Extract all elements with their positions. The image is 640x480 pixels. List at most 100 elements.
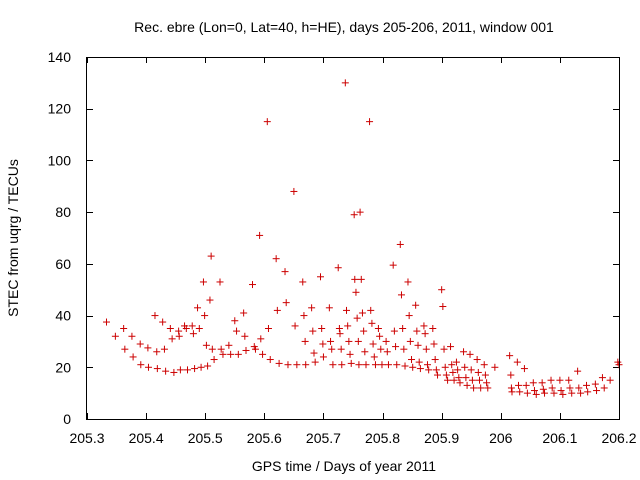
data-point [183, 366, 191, 374]
data-point [416, 365, 424, 373]
chart-title: Rec. ebre (Lon=0, Lat=40, h=HE), days 20… [134, 19, 554, 35]
plot-frame [86, 57, 620, 420]
data-point [413, 327, 421, 335]
data-point [456, 379, 464, 387]
data-point [309, 327, 317, 335]
data-point [371, 361, 379, 369]
data-point [263, 118, 271, 126]
data-point [175, 327, 183, 335]
x-tick-label: 205.8 [365, 430, 400, 446]
data-point [439, 303, 447, 311]
data-point [468, 376, 476, 384]
data-point [480, 361, 488, 369]
data-point [591, 380, 599, 388]
data-point [264, 325, 272, 332]
data-point [460, 348, 468, 356]
data-point [273, 306, 281, 314]
data-point [420, 322, 428, 330]
data-point [338, 361, 346, 369]
data-point [308, 304, 316, 312]
data-point [377, 345, 385, 353]
data-point [311, 358, 319, 366]
data-point [530, 387, 538, 395]
data-point [128, 332, 136, 340]
data-point [584, 388, 592, 396]
data-point [281, 268, 289, 276]
x-tick-label: 205.7 [306, 430, 341, 446]
data-point [414, 341, 422, 349]
data-point [475, 376, 483, 384]
data-point [328, 345, 336, 353]
data-point [522, 381, 530, 389]
data-point [291, 322, 299, 330]
data-point [188, 322, 196, 330]
data-point [189, 330, 197, 338]
data-point [358, 309, 366, 317]
y-axis-label: STEC from uqrg / TECUs [5, 159, 21, 317]
data-point [225, 341, 233, 349]
data-point [302, 361, 310, 369]
data-point [574, 367, 582, 375]
data-point [582, 381, 590, 389]
data-point [251, 345, 259, 353]
data-point [347, 359, 355, 367]
data-point [438, 286, 446, 294]
data-point [566, 384, 574, 392]
data-point [204, 362, 212, 370]
data-point [319, 340, 327, 348]
data-point [216, 278, 224, 286]
data-point [153, 348, 161, 356]
data-point [483, 379, 491, 387]
data-point [369, 340, 377, 348]
x-tick-label: 206.2 [601, 430, 636, 446]
data-point [151, 312, 159, 320]
data-point [405, 312, 413, 320]
data-point [240, 309, 248, 317]
x-tick-label: 205.6 [247, 430, 282, 446]
data-point [367, 306, 375, 314]
data-point [208, 345, 216, 353]
data-point [447, 343, 455, 351]
data-point [299, 278, 307, 286]
data-point [249, 281, 257, 289]
data-point [392, 343, 400, 351]
data-point [462, 374, 470, 382]
data-point [257, 335, 265, 343]
data-point [484, 384, 492, 392]
data-point [376, 332, 384, 340]
y-tick-label: 140 [48, 49, 72, 65]
data-point [520, 365, 528, 373]
data-point [452, 358, 460, 366]
data-point [568, 389, 576, 397]
data-point [137, 361, 145, 369]
data-point [474, 368, 482, 376]
data-point [370, 353, 378, 361]
data-point [429, 325, 437, 332]
data-point [538, 379, 546, 387]
data-point [153, 365, 161, 373]
data-point [396, 240, 404, 248]
data-point [316, 273, 324, 281]
data-points [103, 79, 623, 398]
data-point [548, 384, 556, 392]
data-point [529, 379, 537, 387]
data-point [404, 278, 412, 286]
data-point [170, 368, 178, 376]
data-point [422, 345, 430, 353]
data-point [470, 384, 478, 392]
data-point [219, 350, 227, 358]
data-point [507, 371, 515, 379]
data-point [532, 390, 540, 398]
data-point [444, 376, 452, 384]
data-point [440, 345, 448, 353]
data-point [541, 389, 549, 397]
data-point [550, 389, 558, 397]
data-point [461, 363, 469, 371]
data-point [336, 330, 344, 338]
data-point [547, 376, 555, 384]
data-point [166, 325, 174, 332]
data-point [207, 252, 215, 260]
data-point [389, 261, 397, 269]
data-point [334, 264, 342, 272]
data-point [515, 381, 523, 389]
